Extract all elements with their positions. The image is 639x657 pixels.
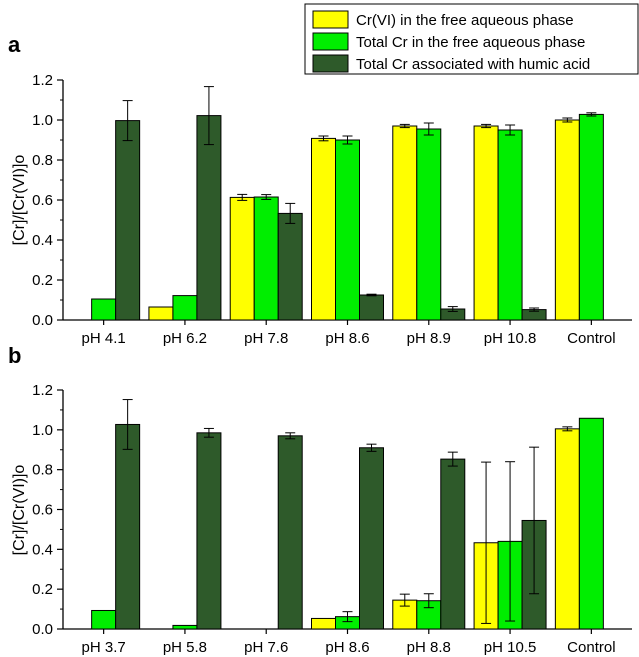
error-bar-total-humic <box>447 306 458 312</box>
panel-a: a [Cr]/[Cr(VI)]o 0.0 0.2 0.4 0.6 0.8 1.0 1.2 pH 4… <box>8 32 632 347</box>
bar-total-free <box>172 295 198 321</box>
error-bar-total-humic <box>366 293 377 297</box>
error-bar-total-free <box>505 124 516 136</box>
error-bar-cr6-free <box>237 193 248 201</box>
error-bar-total-humic <box>122 100 133 142</box>
error-bar-cr6-free <box>399 593 410 607</box>
x-tick-label: pH 7.6 <box>244 639 288 656</box>
bar-cr6-free <box>554 428 580 630</box>
error-bar-total-humic <box>285 202 296 224</box>
y-tick-label: 0.8 <box>32 152 53 169</box>
bar-cr6-free <box>311 617 336 630</box>
y-tick-label: 0.4 <box>32 541 53 558</box>
bar-total-humic <box>115 423 141 630</box>
bar-total-humic <box>115 120 141 321</box>
error-bar-cr6-free <box>318 135 329 142</box>
x-tick-label: pH 8.9 <box>407 330 451 347</box>
x-tick-label: pH 8.6 <box>325 330 369 347</box>
bar-cr6-free <box>148 306 174 321</box>
legend-swatch-cr6-free <box>312 10 349 29</box>
bar-total-humic <box>277 212 303 321</box>
bar-cr6-free <box>473 125 499 321</box>
x-tick-label: pH 3.7 <box>82 639 126 656</box>
error-bar-total-humic <box>447 451 458 467</box>
legend-swatch-total-free <box>312 32 349 51</box>
panel-b: b [Cr]/[Cr(VI)]o 0.0 0.2 0.4 0.6 0.8 1.0 1.2 pH 3… <box>8 343 632 656</box>
error-bar-cr6-free <box>562 426 573 432</box>
error-bar-total-humic <box>285 432 296 440</box>
legend-box <box>304 3 639 75</box>
legend-swatch-total-humic <box>312 54 349 73</box>
y-tick-label: 0.2 <box>32 581 53 598</box>
x-tick-label: pH 5.8 <box>163 639 207 656</box>
bar-total-humic <box>196 432 222 630</box>
error-bar-cr6-free <box>481 123 492 129</box>
error-bar-cr6-free <box>481 461 492 624</box>
y-tick-label: 1.0 <box>32 112 53 129</box>
bar-total-humic <box>440 458 466 630</box>
bar-total-humic <box>196 115 222 321</box>
error-bar-total-free <box>586 112 597 117</box>
y-tick-label: 0.8 <box>32 462 53 479</box>
y-tick-label: 0.6 <box>32 192 53 209</box>
x-tick-label: pH 4.1 <box>82 330 126 347</box>
legend-label-total-free: Total Cr in the free aqueous phase <box>356 34 585 51</box>
bar-cr6-free <box>554 119 580 321</box>
error-bar-total-free <box>261 194 272 200</box>
bar-total-humic <box>359 447 384 630</box>
bar-total-free <box>172 624 198 630</box>
bar-total-free <box>91 298 117 321</box>
error-bar-total-free <box>423 122 434 136</box>
x-tick-label: Control <box>567 330 615 347</box>
error-bar-total-humic <box>366 443 377 452</box>
y-tick-label: 1.2 <box>32 72 53 89</box>
bar-total-free <box>578 113 604 321</box>
error-bar-total-humic <box>122 399 133 450</box>
error-bar-total-humic <box>203 86 214 146</box>
x-tick-label: pH 10.5 <box>484 639 537 656</box>
bar-total-free <box>253 196 279 321</box>
y-tick-label: 0.6 <box>32 502 53 519</box>
error-bar-cr6-free <box>562 117 573 123</box>
panel-letter: b <box>8 343 21 368</box>
error-bar-total-humic <box>529 446 540 595</box>
error-bar-total-humic <box>529 307 540 312</box>
bar-total-free <box>335 139 360 321</box>
bar-total-free <box>91 609 117 630</box>
legend-label-cr6-free: Cr(VI) in the free aqueous phase <box>356 12 574 29</box>
error-bar-total-free <box>505 461 516 622</box>
y-tick-label: 0.0 <box>32 312 53 329</box>
x-tick-label: pH 7.8 <box>244 330 288 347</box>
error-bar-total-free <box>342 611 353 623</box>
legend: Cr(VI) in the free aqueous phase Total C… <box>304 3 639 75</box>
panel-letter: a <box>8 32 21 57</box>
y-tick-label: 0.2 <box>32 272 53 289</box>
x-tick-label: pH 8.6 <box>325 639 369 656</box>
error-bar-total-free <box>423 593 434 609</box>
bar-total-free <box>497 129 523 321</box>
bar-cr6-free <box>392 125 418 321</box>
x-tick-label: pH 6.2 <box>163 330 207 347</box>
x-tick-label: pH 10.8 <box>484 330 537 347</box>
bar-cr6-free <box>311 137 336 321</box>
legend-label-total-humic: Total Cr associated with humic acid <box>356 56 590 73</box>
bar-total-free <box>578 417 604 630</box>
error-bar-total-free <box>342 135 353 145</box>
y-axis-label: [Cr]/[Cr(VI)]o <box>11 465 28 556</box>
y-tick-label: 1.2 <box>32 382 53 399</box>
bar-total-free <box>416 128 442 321</box>
bar-total-humic <box>277 435 303 630</box>
y-tick-label: 1.0 <box>32 422 53 439</box>
y-axis-label: [Cr]/[Cr(VI)]o <box>11 155 28 246</box>
x-tick-label: Control <box>567 639 615 656</box>
bar-total-humic <box>359 294 384 321</box>
error-bar-total-humic <box>203 427 214 438</box>
y-tick-label: 0.4 <box>32 232 53 249</box>
error-bar-cr6-free <box>399 123 410 129</box>
y-tick-label: 0.0 <box>32 621 53 638</box>
bar-cr6-free <box>229 196 255 321</box>
x-tick-label: pH 8.8 <box>407 639 451 656</box>
